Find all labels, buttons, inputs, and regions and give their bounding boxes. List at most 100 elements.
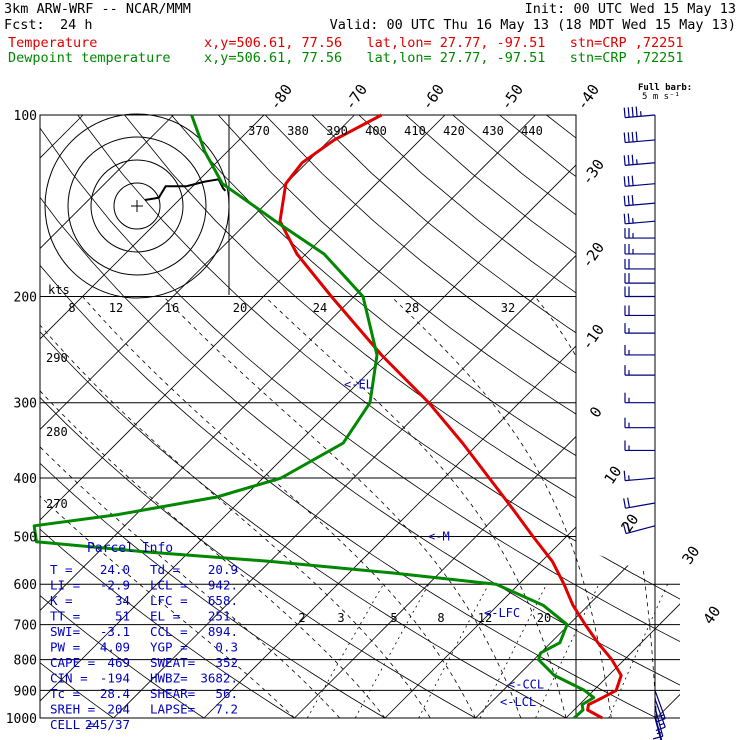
dry-adiabat <box>40 115 680 718</box>
parcel-info-cell: 251. <box>208 609 238 624</box>
parcel-info-cell: 3682. <box>200 671 238 686</box>
diagram-frame <box>39 114 577 719</box>
level-ccl: <-CCL <box>508 678 544 692</box>
moist-adiabat <box>264 296 567 718</box>
legend-temperature-name: Temperature <box>8 35 98 51</box>
dry-adiabat <box>40 115 680 718</box>
mixing-ratio-label: 12 <box>478 611 492 625</box>
hodograph <box>44 113 230 299</box>
parcel-info-cell: 7.2 <box>215 702 238 717</box>
temperature-label: -50 <box>497 81 527 114</box>
parcel-info-cell: 56. <box>215 686 238 701</box>
moist-adiabat <box>390 296 612 718</box>
height-label: 280 <box>46 425 68 439</box>
height-label: 270 <box>46 497 68 511</box>
parcel-info-cell: SHEAR= <box>150 686 195 701</box>
moist-adiabat <box>40 296 295 718</box>
moist-adiabat <box>666 296 680 718</box>
wind-barbs <box>622 106 666 740</box>
parcel-info-cell: 4.09 <box>100 640 130 655</box>
theta-label: 420 <box>443 124 465 138</box>
parcel-info-cell: 658. <box>208 593 238 608</box>
wind-barb <box>624 273 655 284</box>
wind-barb <box>624 228 655 239</box>
hodo-speed-label: 20 <box>233 301 247 315</box>
parcel-info-title: Parcel Info <box>87 541 173 556</box>
dry-adiabat <box>405 115 680 718</box>
temperature-label: 30 <box>678 543 703 568</box>
parcel-info-cell: TT = <box>50 609 80 624</box>
parcel-info-cell: LCL = <box>150 578 188 593</box>
parcel-info-cell: LI = <box>50 578 80 593</box>
theta-label: 400 <box>365 124 387 138</box>
dry-adiabat <box>734 115 740 718</box>
parcel-info-cell: HWBZ= <box>150 671 188 686</box>
parcel-info-cell: LAPSE= <box>150 702 195 717</box>
wind-barb <box>624 323 655 334</box>
parcel-info-cell: SREH = <box>50 702 95 717</box>
temperature-label: 0 <box>586 403 606 421</box>
dry-adiabat <box>546 115 680 718</box>
dry-adiabat <box>40 115 114 718</box>
level-m: <-M <box>428 529 450 543</box>
temperature-label: 20 <box>617 511 642 536</box>
dry-adiabat <box>40 115 295 718</box>
hodo-ring <box>67 136 207 276</box>
wind-barb <box>624 258 655 270</box>
dry-adiabat <box>218 115 680 718</box>
hodo-speed-label: 24 <box>313 301 327 315</box>
parcel-info-cell: 34 <box>115 593 130 608</box>
barb-legend-title: Full barb: <box>638 83 693 93</box>
series-dewpoint <box>32 114 596 720</box>
temperature-label: 40 <box>699 603 724 628</box>
dry-adiabat <box>40 115 657 718</box>
wind-barb <box>624 392 655 404</box>
hodo-ring <box>113 182 161 230</box>
wind-barb <box>623 195 656 207</box>
parcel-info-cell: Tc = <box>50 686 80 701</box>
mixing-ratio-line <box>418 584 490 718</box>
pressure-tick-1000: 1000 <box>6 712 37 727</box>
isotherm <box>203 115 680 718</box>
temperature-label: -10 <box>578 321 608 354</box>
pressure-tick-200: 200 <box>14 291 37 306</box>
mixing-ratio-label: 5 <box>390 611 397 625</box>
parcel-info-cell: YGP = <box>150 640 188 655</box>
mixing-ratio-label: 8 <box>437 611 444 625</box>
hodo-trace <box>144 178 227 201</box>
theta-label: 410 <box>404 124 426 138</box>
wind-barb <box>623 131 656 144</box>
wind-barb <box>622 522 656 535</box>
temperature-label: 10 <box>600 463 625 488</box>
mixing-ratio-label: 3 <box>337 611 344 625</box>
wind-barb <box>624 365 655 376</box>
pressure-tick-600: 600 <box>14 578 37 593</box>
hodo-speed-label: 12 <box>109 301 123 315</box>
forecast-hour: 24 h <box>60 17 93 33</box>
barb-legend-value: 5 m s⁻¹ <box>642 92 680 102</box>
dry-adiabat <box>171 115 680 718</box>
mixing-ratio-line <box>354 584 430 718</box>
mixing-ratio-label: 20 <box>537 611 551 625</box>
hodo-units: kts <box>48 283 70 297</box>
isotherm <box>40 115 265 718</box>
init-time: Init: 00 UTC Wed 15 May 13 <box>524 1 736 17</box>
hodo-ring <box>90 159 184 253</box>
parcel-info-cell: 24.0 <box>100 562 130 577</box>
theta-label: 430 <box>482 124 504 138</box>
wind-barb <box>623 470 656 482</box>
theta-label: 390 <box>326 124 348 138</box>
pressure-tick-300: 300 <box>14 397 37 412</box>
parcel-info-cell: 352 <box>215 655 238 670</box>
hodo-speed-label: 8 <box>68 301 75 315</box>
pressure-tick-700: 700 <box>14 619 37 634</box>
pressure-tick-400: 400 <box>14 472 37 487</box>
temperature-label: -80 <box>266 81 296 114</box>
parcel-info-cell: 204 <box>107 702 130 717</box>
legend-dewpoint-name: Dewpoint temperature <box>8 50 171 66</box>
chart-series <box>32 113 623 720</box>
height-label: 290 <box>46 351 68 365</box>
valid-time: Valid: 00 UTC Thu 16 May 13 (18 MDT Wed … <box>329 17 736 33</box>
dry-adiabat <box>264 115 680 718</box>
temperature-label: -20 <box>578 239 608 272</box>
